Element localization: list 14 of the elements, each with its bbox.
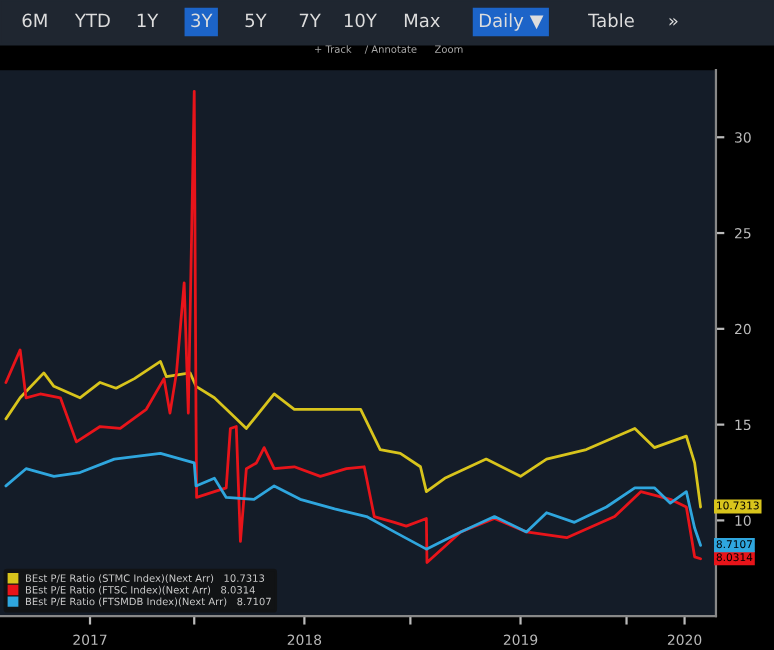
text: 6M [22,13,47,28]
line-series [4,451,702,551]
text: Max [404,13,440,28]
text: 10Y [344,13,377,28]
text: YTD [74,13,110,27]
line-series [4,89,702,564]
text: Daily ▼ [479,13,544,31]
text: 5Y [245,13,267,28]
line-series [4,360,702,509]
text: 7Y [299,13,321,27]
text: Table [588,13,634,28]
text: » [669,17,678,26]
text: 3Y [191,13,213,28]
text: 1Y [137,13,159,27]
